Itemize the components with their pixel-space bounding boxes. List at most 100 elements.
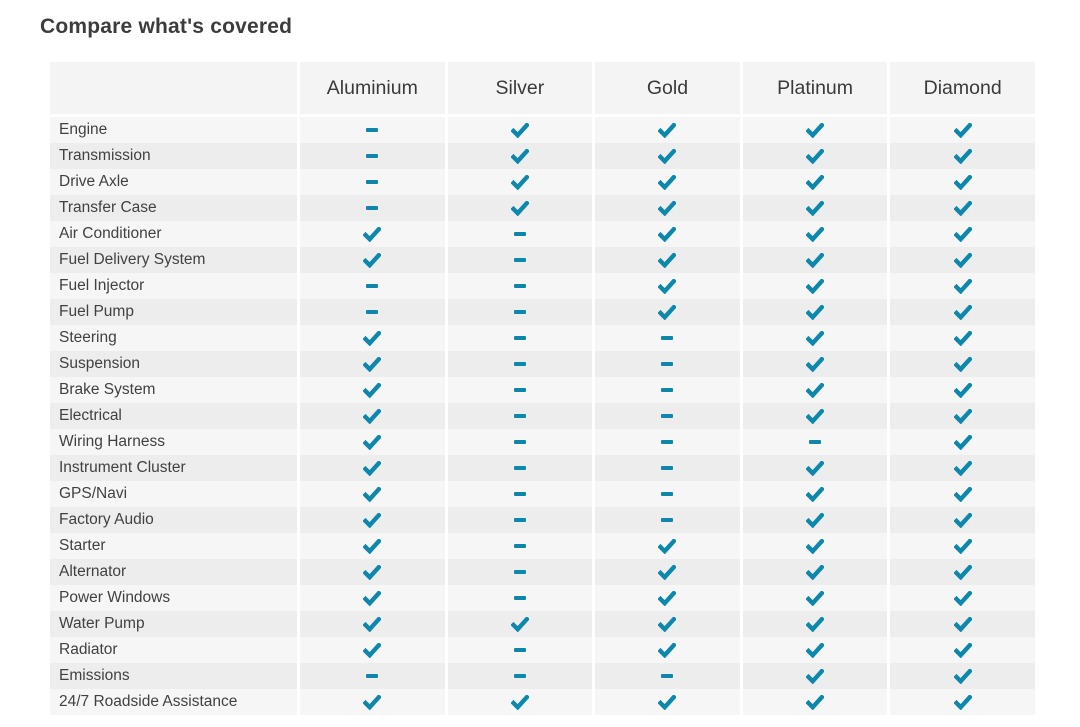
dash-icon: [366, 206, 379, 210]
coverage-cell: [447, 325, 593, 351]
coverage-cell: [300, 143, 445, 169]
check-icon: [363, 486, 382, 502]
check-icon: [658, 252, 677, 268]
coverage-cell: [595, 507, 740, 533]
coverage-cell: [595, 455, 740, 481]
check-icon: [806, 512, 825, 528]
coverage-cell: [742, 195, 888, 221]
check-icon: [510, 122, 529, 138]
table-row: Factory Audio: [50, 507, 1035, 533]
coverage-cell: [742, 637, 888, 663]
check-icon: [806, 460, 825, 476]
table-row: Instrument Cluster: [50, 455, 1035, 481]
coverage-cell: [890, 377, 1035, 403]
check-icon: [806, 564, 825, 580]
check-icon: [363, 590, 382, 606]
check-icon: [953, 590, 972, 606]
coverage-cell: [595, 481, 740, 507]
coverage-cell: [447, 611, 593, 637]
coverage-cell: [447, 663, 593, 689]
table-row: Emissions: [50, 663, 1035, 689]
coverage-cell: [742, 351, 888, 377]
table-row: 24/7 Roadside Assistance: [50, 689, 1035, 715]
check-icon: [510, 174, 529, 190]
dash-icon: [513, 310, 526, 314]
coverage-cell: [300, 455, 445, 481]
coverage-cell: [890, 611, 1035, 637]
coverage-cell: [447, 403, 593, 429]
row-label: Water Pump: [50, 611, 297, 637]
coverage-cell: [595, 195, 740, 221]
row-label: Engine: [50, 117, 297, 143]
row-label: Electrical: [50, 403, 297, 429]
check-icon: [953, 200, 972, 216]
check-icon: [806, 200, 825, 216]
table-row: Brake System: [50, 377, 1035, 403]
check-icon: [806, 642, 825, 658]
check-icon: [658, 200, 677, 216]
check-icon: [953, 434, 972, 450]
dash-icon: [513, 648, 526, 652]
coverage-cell: [595, 351, 740, 377]
dash-icon: [513, 336, 526, 340]
coverage-cell: [447, 481, 593, 507]
coverage-cell: [890, 221, 1035, 247]
coverage-cell: [447, 585, 593, 611]
check-icon: [953, 668, 972, 684]
check-icon: [806, 694, 825, 710]
row-label: Transfer Case: [50, 195, 297, 221]
coverage-cell: [742, 325, 888, 351]
check-icon: [806, 356, 825, 372]
check-icon: [363, 356, 382, 372]
table-header-row: Aluminium Silver Gold Platinum Diamond: [50, 62, 1035, 114]
coverage-cell: [447, 247, 593, 273]
check-icon: [806, 538, 825, 554]
check-icon: [363, 330, 382, 346]
check-icon: [806, 616, 825, 632]
dash-icon: [513, 596, 526, 600]
coverage-cell: [300, 611, 445, 637]
row-label: Fuel Pump: [50, 299, 297, 325]
coverage-cell: [890, 403, 1035, 429]
coverage-cell: [742, 533, 888, 559]
table-row: Suspension: [50, 351, 1035, 377]
coverage-cell: [890, 143, 1035, 169]
dash-icon: [809, 440, 822, 444]
coverage-cell: [300, 533, 445, 559]
coverage-cell: [300, 403, 445, 429]
coverage-cell: [447, 533, 593, 559]
coverage-cell: [447, 351, 593, 377]
coverage-cell: [300, 689, 445, 715]
check-icon: [806, 226, 825, 242]
dash-icon: [513, 466, 526, 470]
check-icon: [953, 252, 972, 268]
dash-icon: [513, 258, 526, 262]
dash-icon: [661, 466, 674, 470]
coverage-cell: [447, 169, 593, 195]
dash-icon: [366, 310, 379, 314]
coverage-cell: [447, 637, 593, 663]
coverage-cell: [300, 663, 445, 689]
check-icon: [363, 694, 382, 710]
row-label: Power Windows: [50, 585, 297, 611]
table-row: Alternator: [50, 559, 1035, 585]
dash-icon: [366, 284, 379, 288]
table-row: GPS/Navi: [50, 481, 1035, 507]
coverage-cell: [300, 273, 445, 299]
check-icon: [658, 304, 677, 320]
check-icon: [953, 226, 972, 242]
coverage-cell: [742, 247, 888, 273]
check-icon: [363, 642, 382, 658]
row-label: Suspension: [50, 351, 297, 377]
coverage-cell: [447, 429, 593, 455]
coverage-cell: [742, 143, 888, 169]
coverage-cell: [300, 481, 445, 507]
check-icon: [658, 148, 677, 164]
dash-icon: [513, 284, 526, 288]
check-icon: [806, 590, 825, 606]
check-icon: [953, 174, 972, 190]
coverage-cell: [300, 585, 445, 611]
check-icon: [806, 486, 825, 502]
dash-icon: [366, 180, 379, 184]
check-icon: [806, 252, 825, 268]
